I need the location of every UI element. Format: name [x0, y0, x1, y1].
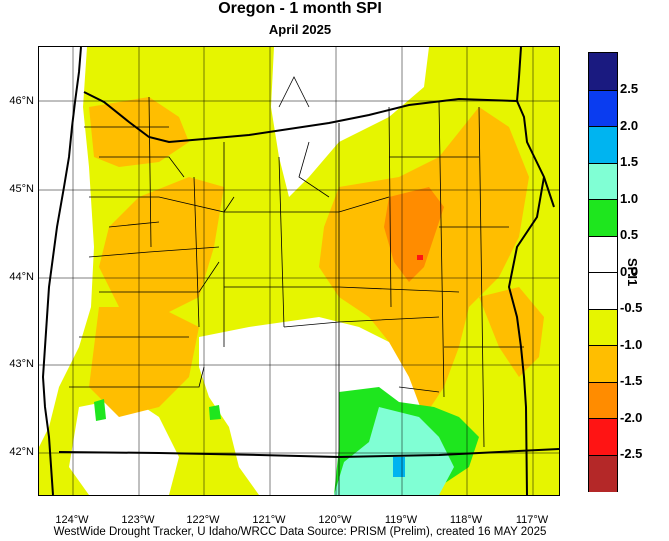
spi-wet-spot: [393, 457, 405, 477]
colorbar-segment: [589, 235, 617, 273]
colorbar-segment: [589, 418, 617, 456]
spi-extreme-dry-spot: [417, 255, 423, 260]
colorbar-label: -1.5: [620, 373, 643, 388]
graticule: [39, 47, 559, 495]
colorbar-label: -2.5: [620, 446, 643, 461]
coastline: [41, 47, 82, 495]
map-footer: WestWide Drought Tracker, U Idaho/WRCC D…: [53, 526, 547, 538]
lon-tick-124: 124°W: [55, 514, 89, 526]
colorbar-segment: [589, 162, 617, 200]
colorbar-label: -2.0: [620, 410, 643, 425]
state-border-east: [507, 47, 545, 495]
near-normal-northeast-region: [271, 47, 429, 197]
lat-tick-43: 43°N: [9, 358, 34, 370]
colorbar-label: -0.5: [620, 300, 643, 315]
colorbar-label: 1.0: [620, 191, 639, 206]
spi-dry-central-region: [99, 177, 224, 317]
spi-wet-west-region: [94, 399, 106, 421]
colorbar-label: 0.5: [620, 227, 639, 242]
colorbar-segment: [589, 199, 617, 237]
lon-tick-117: 117°W: [515, 514, 549, 526]
lat-tick-44: 44°N: [9, 271, 34, 283]
lat-tick-42: 42°N: [9, 446, 34, 458]
lon-tick-120: 120°W: [318, 514, 352, 526]
near-normal-southwest-region: [69, 397, 179, 495]
lon-tick-118: 118°W: [449, 514, 483, 526]
lon-tick-123: 123°W: [121, 514, 155, 526]
colorbar-title: SPI1: [625, 258, 640, 287]
colorbar-segment: [589, 345, 617, 383]
colorbar-label: 2.5: [620, 81, 639, 96]
colorbar-label: 1.5: [620, 154, 639, 169]
lat-tick-45: 45°N: [9, 183, 34, 195]
colorbar-segment: [589, 126, 617, 164]
lon-tick-122: 122°W: [186, 514, 220, 526]
map-title: Oregon - 1 month SPI: [218, 0, 382, 17]
spi-very-wet-south-region: [334, 407, 454, 495]
spi-dry-southwest-region: [89, 307, 199, 417]
county-lines: [69, 76, 524, 495]
spi-map: [38, 46, 560, 496]
colorbar-label: 0.0: [620, 264, 639, 279]
lon-tick-121: 121°W: [252, 514, 286, 526]
spi-very-dry-region: [384, 187, 444, 282]
colorbar-segment: [589, 454, 617, 492]
colorbar-segment: [589, 272, 617, 310]
colorbar-segment: [589, 89, 617, 127]
colorbar-label: 2.0: [620, 118, 639, 133]
colorbar-label: -1.0: [620, 337, 643, 352]
colorbar-segment: [589, 53, 617, 90]
state-border-north: [83, 91, 555, 208]
colorbar-segment: [589, 308, 617, 346]
map-subtitle: April 2025: [268, 22, 332, 37]
colorbar-segment: [589, 381, 617, 419]
spi-colorbar: [588, 52, 618, 492]
lon-tick-119: 119°W: [384, 514, 418, 526]
spi-wet-small-region: [209, 405, 221, 420]
spi-dry-southeast-region: [479, 287, 544, 377]
lat-tick-46: 46°N: [9, 95, 34, 107]
